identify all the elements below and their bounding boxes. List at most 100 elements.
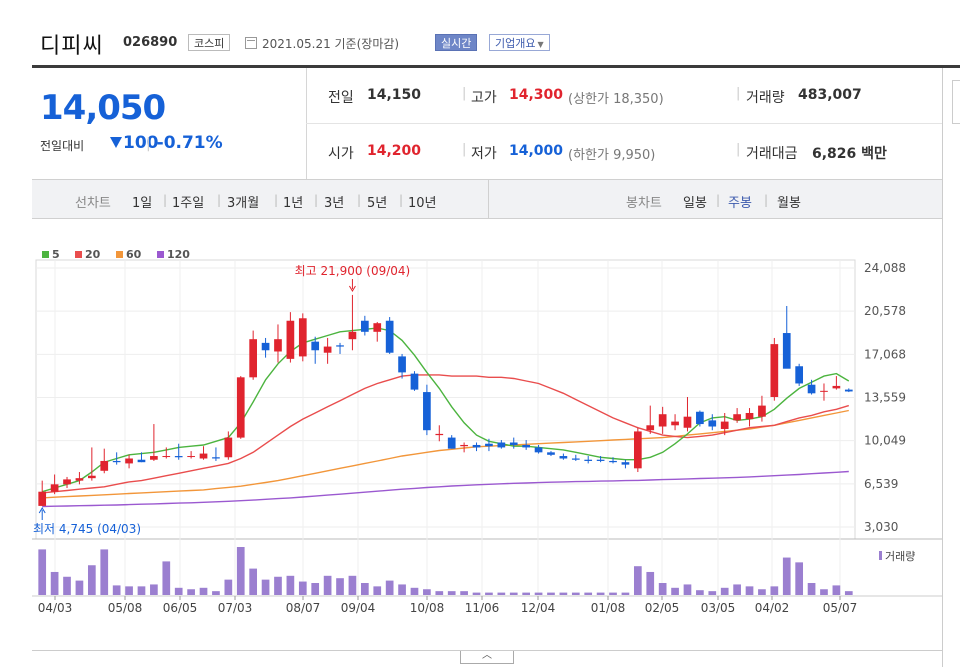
volume-bar: [348, 575, 357, 595]
x-tick-label: 04/02: [755, 601, 790, 615]
period-bar: [32, 179, 942, 219]
legend-swatch: [75, 251, 82, 258]
volume-bar: [584, 592, 593, 595]
volume-bar: [485, 592, 493, 595]
volume-bar: [472, 592, 481, 595]
volume-bar: [323, 575, 332, 595]
volume-bar: [658, 583, 667, 595]
volume-bar: [63, 576, 71, 595]
candle-body: [658, 414, 667, 427]
volume-bar: [385, 580, 394, 595]
volume-bar: [75, 580, 84, 595]
candle-body: [696, 411, 704, 425]
period-1d[interactable]: 1일: [132, 196, 153, 211]
period-1y[interactable]: 1년: [283, 196, 304, 211]
market-badge: 코스피: [188, 34, 231, 51]
period-10y[interactable]: 10년: [408, 196, 437, 211]
line-chart-label: 선차트: [75, 196, 111, 211]
period-5y[interactable]: 5년: [367, 196, 388, 211]
volume-bar: [621, 592, 630, 595]
legend-swatch: [157, 251, 164, 258]
company-info-dropdown[interactable]: 기업개요 ▼: [489, 34, 550, 51]
candle-body: [720, 421, 729, 429]
period-1w[interactable]: 1주일: [172, 196, 205, 211]
volume-bar: [683, 584, 692, 595]
candle-body: [758, 405, 766, 417]
candle-body: [832, 385, 841, 389]
volume-bar: [336, 578, 344, 595]
period-3m[interactable]: 3개월: [227, 196, 260, 211]
amount-value: 6,826 백만: [812, 146, 887, 162]
candle-body: [596, 459, 605, 461]
candle-body: [75, 478, 84, 481]
volume-bar: [137, 586, 146, 595]
volume-bars: 거래량: [38, 547, 915, 595]
lower-limit: (하한가 9,950): [568, 148, 656, 163]
candle-weekly[interactable]: 주봉: [728, 196, 752, 211]
volume-bar: [212, 591, 220, 595]
candle-body: [683, 416, 692, 428]
candle-body: [100, 460, 109, 471]
top-divider: [32, 65, 960, 68]
candle-body: [373, 323, 382, 332]
candle-body: [311, 341, 320, 351]
candle-chart-label: 봉차트: [626, 196, 662, 211]
candle-body: [435, 433, 444, 436]
period-sep: |: [314, 193, 319, 207]
x-tick-label: 12/04: [521, 601, 556, 615]
volume-bar: [497, 592, 506, 595]
bottom-divider: [32, 650, 942, 651]
calendar-icon: [245, 37, 257, 49]
candle-body: [509, 442, 518, 445]
volume-bar: [249, 568, 258, 595]
x-tick-label: 08/07: [286, 601, 321, 615]
volume-bar: [236, 547, 245, 595]
candle-monthly[interactable]: 월봉: [777, 196, 801, 211]
candle-body: [50, 484, 59, 492]
volume-bar: [758, 589, 766, 595]
volume-bar: [646, 571, 655, 595]
volume-bar: [547, 592, 555, 595]
candle-daily[interactable]: 일봉: [683, 196, 707, 211]
volume-bar: [671, 587, 679, 595]
candle-body: [770, 344, 779, 397]
period-sep: |: [764, 193, 769, 207]
change-percent: | -0.71%: [146, 133, 223, 153]
volume-bar: [745, 586, 754, 595]
upper-limit: (상한가 18,350): [568, 92, 664, 107]
plot-frame: [35, 259, 856, 540]
period-3y[interactable]: 3년: [324, 196, 345, 211]
x-tick-label: 04/03: [38, 601, 73, 615]
x-tick-label: 10/08: [410, 601, 445, 615]
volume-legend-swatch: [879, 551, 882, 560]
x-tick-label: 05/08: [108, 601, 143, 615]
y-tick-label: 20,578: [864, 304, 906, 318]
volume-label: 거래량: [746, 90, 785, 106]
prev-close-label: 전일: [328, 90, 354, 106]
as-of-date: 2021.05.21 기준(장마감): [262, 37, 400, 51]
volume-bar: [286, 575, 295, 595]
volume-bar: [795, 562, 804, 595]
volume-bar: [199, 587, 208, 595]
max-arrow-head: [349, 285, 356, 292]
period-sep: |: [163, 193, 168, 207]
collapse-toggle[interactable]: ︿: [460, 651, 514, 664]
candle-body: [249, 339, 258, 378]
y-tick-label: 3,030: [864, 520, 898, 534]
candle-body: [63, 479, 71, 485]
volume-bar: [373, 586, 382, 595]
candle-body: [571, 458, 580, 460]
candle-body: [286, 320, 295, 359]
volume-bar: [224, 579, 233, 595]
right-panel-box: [952, 80, 960, 124]
realtime-button[interactable]: 실시간: [435, 34, 478, 51]
x-axis-labels: 04/03 05/08 06/05 07/03 08/07 09/04 10/08 11/06…: [38, 596, 857, 615]
volume-bar: [50, 571, 59, 595]
period-sep: |: [716, 193, 721, 207]
candle-body: [460, 444, 468, 447]
candle-body: [261, 342, 270, 351]
candle-body: [609, 460, 617, 463]
volume-bar: [261, 579, 270, 595]
candle-body: [795, 366, 804, 384]
